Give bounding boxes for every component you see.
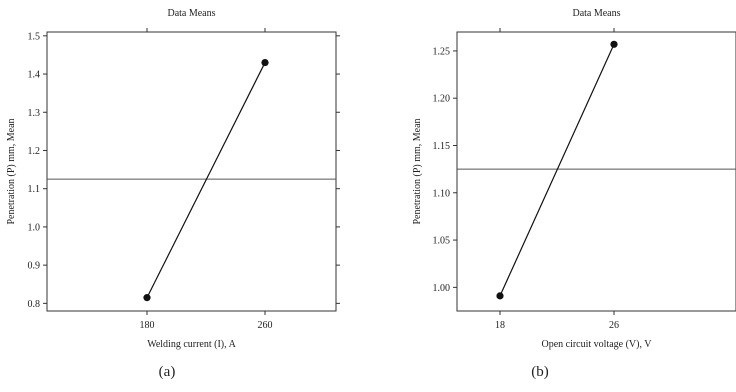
- y-tick-label-b: 1.10: [433, 188, 451, 199]
- y-tick-label-b: 1.20: [433, 94, 451, 105]
- panel-label-b: (b): [531, 364, 549, 380]
- data-point-a-1: [261, 58, 269, 67]
- x-tick-label-b: 18: [495, 320, 505, 331]
- y-tick-label-a: 0.8: [28, 299, 41, 310]
- y-tick-label-a: 1.2: [28, 146, 41, 157]
- y-tick-label-b: 1.00: [433, 283, 451, 294]
- data-point-b-1: [610, 40, 618, 48]
- series-line-a: [146, 62, 266, 298]
- chart-title-a: Data Means: [167, 8, 215, 19]
- y-tick-label-b: 1.05: [433, 236, 451, 247]
- data-point-a-0: [143, 294, 151, 302]
- plot-frame-b: [456, 31, 736, 312]
- y-tick-label-b: 1.15: [433, 141, 451, 152]
- y-axis-label-a: Penetration (P) mm, Mean: [6, 118, 17, 224]
- x-tick-label-b: 26: [609, 320, 619, 331]
- series-line-b: [499, 44, 615, 297]
- panel-label-a: (a): [158, 364, 176, 380]
- y-tick-label-a: 1.1: [28, 184, 41, 195]
- y-tick-label-a: 1.5: [28, 31, 41, 42]
- y-tick-label-a: 1.0: [28, 222, 41, 233]
- plot-frame-a: [46, 31, 337, 312]
- y-axis-label-b: Penetration (P) mm, Mean: [412, 118, 423, 224]
- y-tick-label-a: 1.3: [28, 108, 41, 119]
- chart-title-b: Data Means: [572, 8, 620, 19]
- x-axis-label-a: Welding current (I), A: [147, 339, 236, 350]
- y-tick-label-a: 0.9: [28, 261, 41, 272]
- y-tick-label-b: 1.25: [433, 46, 451, 57]
- y-tick-label-a: 1.4: [28, 70, 41, 81]
- x-tick-label-a: 180: [140, 320, 155, 331]
- x-tick-label-a: 260: [258, 320, 273, 331]
- x-axis-label-b: Open circuit voltage (V), V: [541, 339, 652, 350]
- data-point-b-0: [496, 292, 504, 300]
